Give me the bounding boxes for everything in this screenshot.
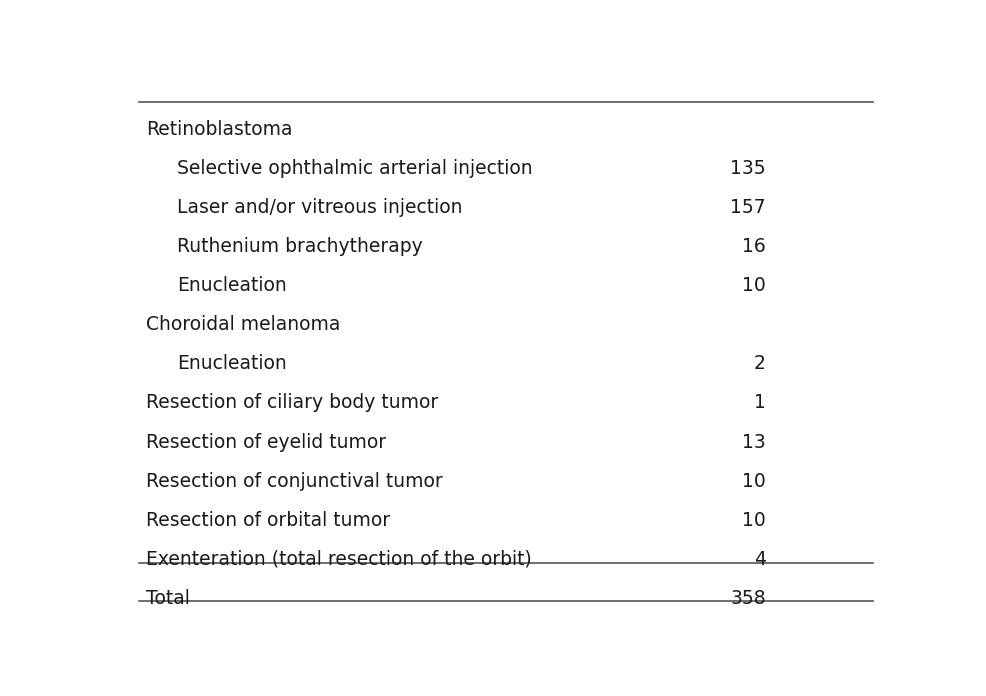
Text: 157: 157 (730, 198, 765, 217)
Text: Resection of ciliary body tumor: Resection of ciliary body tumor (146, 393, 438, 413)
Text: 10: 10 (741, 472, 765, 491)
Text: 2: 2 (753, 354, 765, 373)
Text: 135: 135 (730, 159, 765, 177)
Text: Ruthenium brachytherapy: Ruthenium brachytherapy (176, 237, 422, 256)
Text: 16: 16 (741, 237, 765, 256)
Text: 10: 10 (741, 276, 765, 295)
Text: Selective ophthalmic arterial injection: Selective ophthalmic arterial injection (176, 159, 532, 177)
Text: 1: 1 (753, 393, 765, 413)
Text: 10: 10 (741, 511, 765, 530)
Text: Resection of eyelid tumor: Resection of eyelid tumor (146, 432, 387, 452)
Text: Laser and/or vitreous injection: Laser and/or vitreous injection (176, 198, 462, 217)
Text: Exenteration (total resection of the orbit): Exenteration (total resection of the orb… (146, 550, 531, 569)
Text: 13: 13 (741, 432, 765, 452)
Text: 358: 358 (730, 589, 765, 608)
Text: Choroidal melanoma: Choroidal melanoma (146, 315, 340, 334)
Text: Retinoblastoma: Retinoblastoma (146, 120, 293, 139)
Text: Total: Total (146, 589, 190, 608)
Text: Enucleation: Enucleation (176, 354, 286, 373)
Text: 4: 4 (753, 550, 765, 569)
Text: Resection of orbital tumor: Resection of orbital tumor (146, 511, 390, 530)
Text: Enucleation: Enucleation (176, 276, 286, 295)
Text: Resection of conjunctival tumor: Resection of conjunctival tumor (146, 472, 443, 491)
